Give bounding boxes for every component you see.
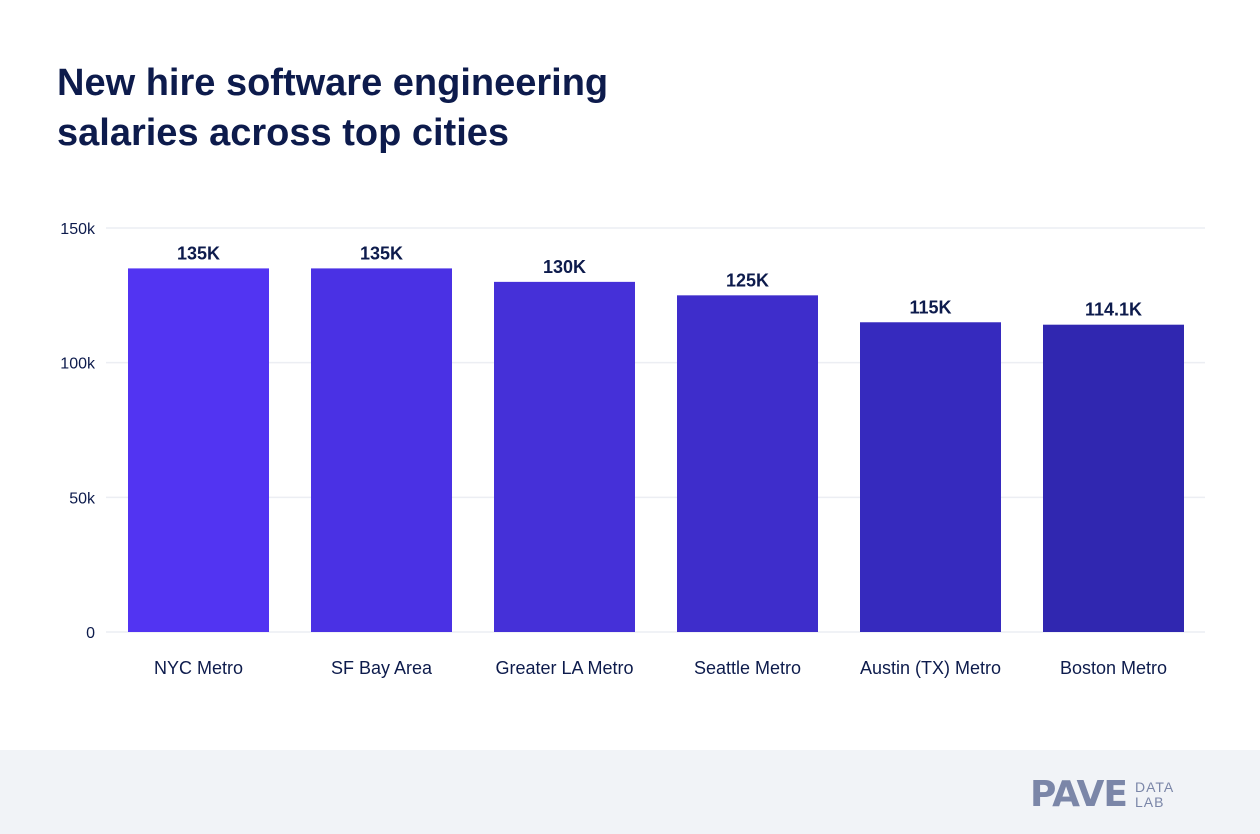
logo-sub-lab: LAB: [1134, 793, 1165, 810]
x-tick-label: Seattle Metro: [694, 658, 801, 678]
footer: [0, 750, 1260, 834]
y-tick-label: 0: [86, 625, 95, 642]
logo-subtitle: DATA LAB: [1134, 778, 1175, 810]
logo-wordmark: PAVE: [1030, 774, 1128, 815]
data-label: 125K: [726, 270, 769, 290]
y-tick-label: 100k: [60, 356, 96, 373]
pave-data-lab-logo: PAVE DATA LAB: [1030, 774, 1174, 815]
bar: [494, 281, 635, 632]
bars: [128, 268, 1184, 632]
x-axis-ticks: NYC Metro SF Bay Area Greater LA Metro Seat…: [154, 658, 1167, 678]
chart-title: New hire software engineering salaries a…: [57, 62, 609, 154]
bar: [677, 295, 818, 632]
x-tick-label: Austin (TX) Metro: [860, 658, 1001, 678]
bar: [128, 268, 269, 632]
gridlines: [106, 227, 1205, 633]
data-label: 114.1K: [1085, 300, 1142, 320]
x-tick-label: SF Bay Area: [331, 658, 433, 678]
x-tick-label: NYC Metro: [154, 658, 243, 678]
data-label: 135K: [177, 243, 220, 263]
data-label: 135K: [360, 243, 403, 263]
data-labels: 135K 135K 130K 125K 115K 114.1K: [177, 243, 1142, 319]
bar: [311, 268, 452, 632]
x-tick-label: Greater LA Metro: [495, 658, 633, 678]
bar: [860, 322, 1001, 632]
x-tick-label: Boston Metro: [1060, 658, 1167, 678]
logo-sub-data: DATA: [1134, 778, 1175, 795]
y-tick-label: 150k: [60, 221, 96, 238]
y-axis-ticks: 0 50k 100k 150k: [60, 221, 96, 642]
data-label: 115K: [909, 297, 951, 317]
bar: [1043, 324, 1184, 632]
y-tick-label: 50k: [69, 490, 96, 507]
data-label: 130K: [543, 257, 586, 277]
